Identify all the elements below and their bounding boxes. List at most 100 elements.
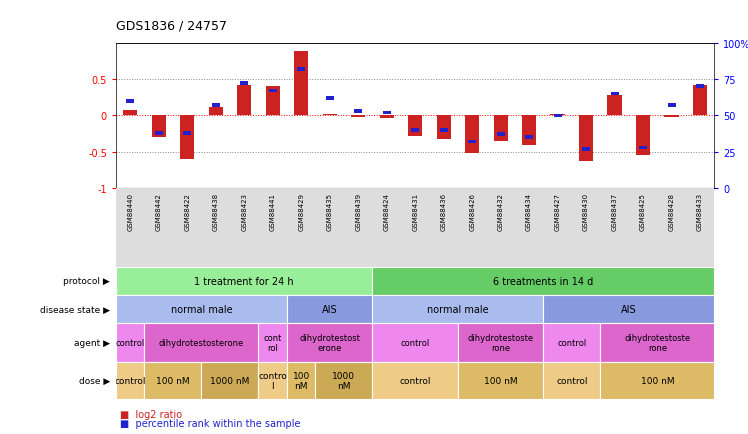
Bar <box>297 68 305 71</box>
Text: GSM88439: GSM88439 <box>355 193 361 231</box>
Bar <box>180 116 194 160</box>
Bar <box>123 110 138 116</box>
Text: GSM88422: GSM88422 <box>184 193 190 230</box>
Text: GSM88435: GSM88435 <box>327 193 333 230</box>
Text: control: control <box>557 339 586 347</box>
Text: control: control <box>115 339 145 347</box>
Bar <box>287 295 373 323</box>
Bar <box>458 323 543 362</box>
Text: dihydrotestoste
rone: dihydrotestoste rone <box>625 333 690 352</box>
Text: dihydrotestosterone: dihydrotestosterone <box>159 339 244 347</box>
Bar <box>664 116 678 118</box>
Text: 100
nM: 100 nM <box>292 371 310 391</box>
Bar <box>408 116 423 136</box>
Bar <box>373 362 458 399</box>
Text: GSM88429: GSM88429 <box>298 193 304 230</box>
Text: GSM88440: GSM88440 <box>127 193 133 230</box>
Text: agent ▶: agent ▶ <box>74 339 110 347</box>
Text: 1000
nM: 1000 nM <box>332 371 355 391</box>
Text: GSM88430: GSM88430 <box>583 193 589 231</box>
Text: GSM88423: GSM88423 <box>241 193 247 230</box>
Bar <box>668 104 675 108</box>
Bar <box>607 96 622 116</box>
Text: dihydrotestoste
rone: dihydrotestoste rone <box>468 333 533 352</box>
Text: normal male: normal male <box>171 304 232 314</box>
Text: ■  log2 ratio: ■ log2 ratio <box>120 409 182 419</box>
Bar <box>639 146 647 150</box>
Bar <box>237 85 251 116</box>
Text: GSM88425: GSM88425 <box>640 193 646 230</box>
Bar <box>351 116 365 118</box>
Text: control: control <box>556 376 588 385</box>
Bar <box>543 295 714 323</box>
Bar <box>144 362 201 399</box>
Text: GSM88436: GSM88436 <box>441 193 447 231</box>
Text: GSM88428: GSM88428 <box>669 193 675 230</box>
Bar <box>497 133 505 137</box>
Text: 6 treatments in 14 d: 6 treatments in 14 d <box>493 276 593 286</box>
Bar <box>379 116 393 118</box>
Text: 1000 nM: 1000 nM <box>210 376 250 385</box>
Bar <box>183 132 191 135</box>
Bar <box>240 82 248 86</box>
Text: GSM88442: GSM88442 <box>156 193 162 230</box>
Bar <box>209 107 223 116</box>
Text: disease state ▶: disease state ▶ <box>40 305 110 314</box>
Bar <box>579 116 593 161</box>
Bar <box>440 129 447 132</box>
Text: control: control <box>114 376 146 385</box>
Text: AIS: AIS <box>322 304 337 314</box>
Bar <box>543 362 601 399</box>
Bar <box>458 362 543 399</box>
Text: 1 treatment for 24 h: 1 treatment for 24 h <box>194 276 294 286</box>
Text: GSM88427: GSM88427 <box>554 193 560 230</box>
Bar <box>636 116 650 156</box>
Bar <box>601 323 714 362</box>
Text: 100 nM: 100 nM <box>156 376 190 385</box>
Bar <box>582 148 590 151</box>
Bar <box>554 114 562 118</box>
Text: GDS1836 / 24757: GDS1836 / 24757 <box>116 20 227 33</box>
Bar <box>116 323 144 362</box>
Text: GSM88437: GSM88437 <box>612 193 618 231</box>
Bar <box>212 104 220 108</box>
Bar <box>294 52 308 116</box>
Text: GSM88434: GSM88434 <box>526 193 532 230</box>
Bar <box>522 116 536 145</box>
Bar <box>610 92 619 96</box>
Bar <box>696 85 704 89</box>
Bar <box>693 85 707 116</box>
Bar <box>383 112 390 115</box>
Bar <box>269 89 277 93</box>
Bar <box>126 100 134 103</box>
Text: control: control <box>400 339 430 347</box>
Text: control: control <box>399 376 431 385</box>
Bar <box>144 323 258 362</box>
Bar <box>116 362 144 399</box>
Bar <box>287 362 316 399</box>
Bar <box>468 141 476 144</box>
Text: 100 nM: 100 nM <box>640 376 674 385</box>
Bar <box>201 362 258 399</box>
Bar <box>494 116 508 141</box>
Text: cont
rol: cont rol <box>263 333 282 352</box>
Bar <box>152 116 166 138</box>
Bar <box>258 362 287 399</box>
Bar <box>373 295 543 323</box>
Text: normal male: normal male <box>427 304 488 314</box>
Bar <box>287 323 373 362</box>
Bar <box>437 116 451 139</box>
Text: AIS: AIS <box>621 304 637 314</box>
Bar <box>155 132 162 135</box>
Text: GSM88433: GSM88433 <box>697 193 703 231</box>
Text: GSM88441: GSM88441 <box>270 193 276 230</box>
Bar <box>354 110 362 114</box>
Bar <box>266 87 280 116</box>
Bar <box>411 129 419 132</box>
Bar <box>116 295 287 323</box>
Text: ■  percentile rank within the sample: ■ percentile rank within the sample <box>120 418 300 428</box>
Text: GSM88424: GSM88424 <box>384 193 390 230</box>
Text: GSM88432: GSM88432 <box>497 193 503 230</box>
Bar <box>601 362 714 399</box>
Bar <box>525 136 533 140</box>
